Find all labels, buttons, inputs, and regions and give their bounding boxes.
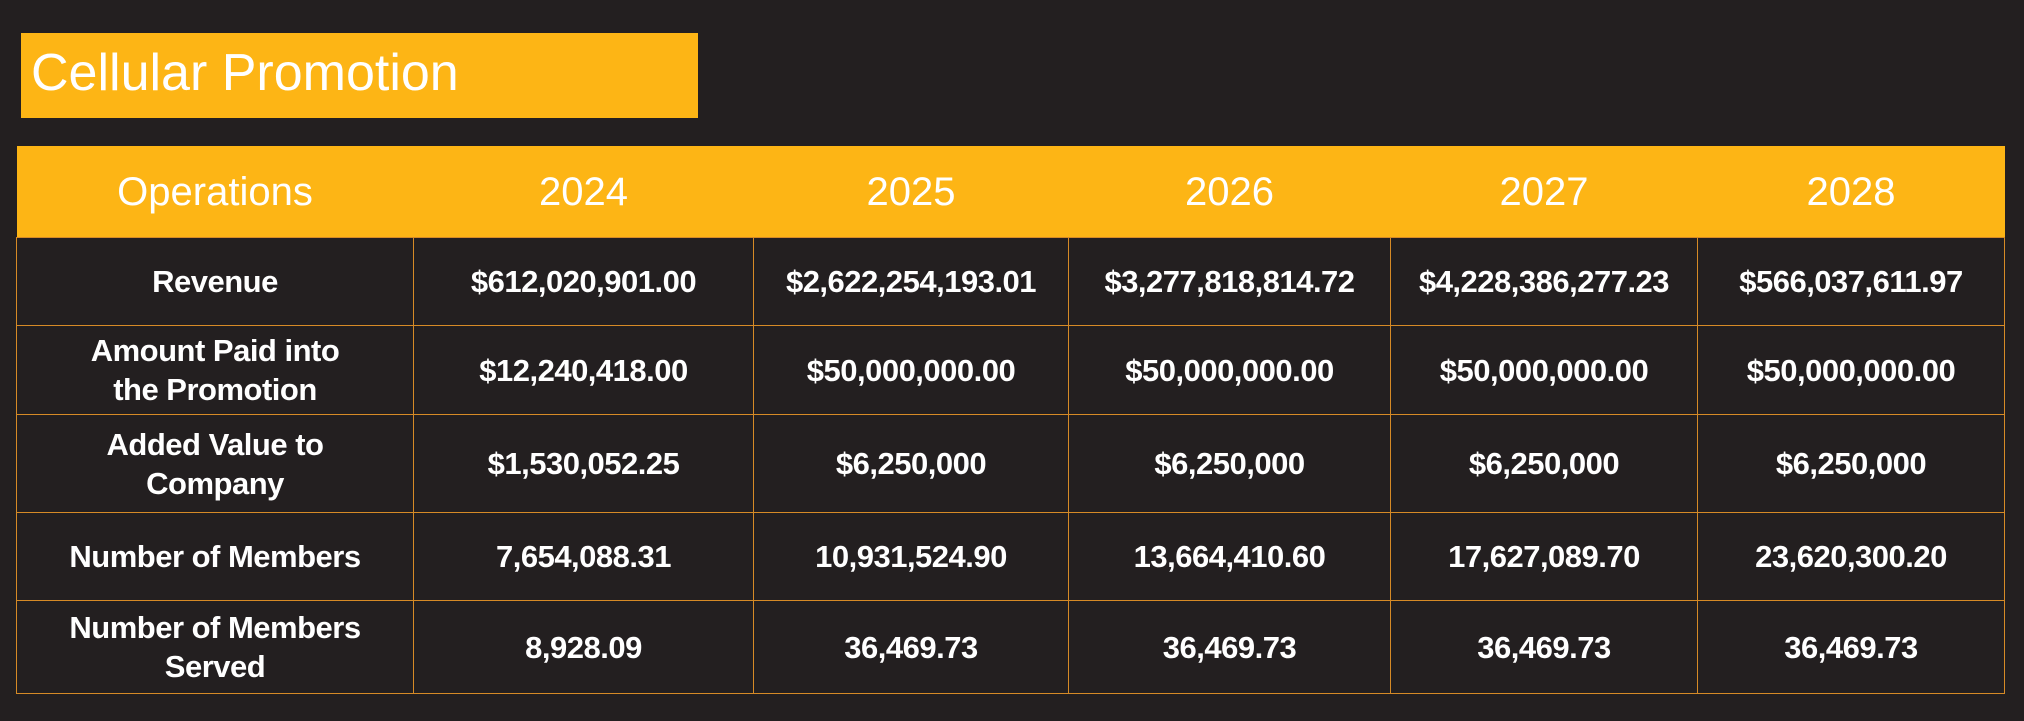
table-cell: $6,250,000 — [1068, 414, 1391, 513]
page-title: Cellular Promotion — [31, 44, 459, 102]
table-row-revenue: Revenue $612,020,901.00 $2,622,254,193.0… — [16, 237, 2005, 326]
table-row-amount-paid: Amount Paid into the Promotion $12,240,4… — [16, 325, 2005, 415]
title-banner: Cellular Promotion — [21, 33, 698, 118]
table-cell: $6,250,000 — [753, 414, 1069, 513]
table-cell: 13,664,410.60 — [1068, 512, 1391, 601]
table-cell: $50,000,000.00 — [1390, 325, 1698, 415]
table-row-members-served: Number of Members Served 8,928.09 36,469… — [16, 600, 2005, 694]
operations-table: Operations 2024 2025 2026 2027 2028 Reve… — [16, 146, 2005, 694]
row-label: Added Value to Company — [16, 414, 414, 513]
table-cell: 36,469.73 — [1068, 600, 1391, 694]
table-cell: $50,000,000.00 — [1068, 325, 1391, 415]
table-cell: $4,228,386,277.23 — [1390, 237, 1698, 326]
column-header-2027: 2027 — [1390, 146, 1698, 238]
row-label: Revenue — [16, 237, 414, 326]
table-cell: 36,469.73 — [1697, 600, 2005, 694]
table-cell: 7,654,088.31 — [413, 512, 754, 601]
table-cell: $6,250,000 — [1697, 414, 2005, 513]
table-cell: $612,020,901.00 — [413, 237, 754, 326]
table-cell: $2,622,254,193.01 — [753, 237, 1069, 326]
column-header-2025: 2025 — [753, 146, 1069, 238]
table-row-number-of-members: Number of Members 7,654,088.31 10,931,52… — [16, 512, 2005, 601]
table-cell: $6,250,000 — [1390, 414, 1698, 513]
table-cell: 23,620,300.20 — [1697, 512, 2005, 601]
table-cell: $50,000,000.00 — [753, 325, 1069, 415]
table-cell: $566,037,611.97 — [1697, 237, 2005, 326]
table-cell: 36,469.73 — [1390, 600, 1698, 694]
column-header-2024: 2024 — [413, 146, 754, 238]
column-header-2026: 2026 — [1068, 146, 1391, 238]
table-cell: 8,928.09 — [413, 600, 754, 694]
table-cell: $12,240,418.00 — [413, 325, 754, 415]
table-cell: $50,000,000.00 — [1697, 325, 2005, 415]
row-label: Number of Members Served — [16, 600, 414, 694]
table-cell: $3,277,818,814.72 — [1068, 237, 1391, 326]
column-header-2028: 2028 — [1697, 146, 2005, 238]
table-row-added-value: Added Value to Company $1,530,052.25 $6,… — [16, 414, 2005, 513]
row-label: Number of Members — [16, 512, 414, 601]
row-label: Amount Paid into the Promotion — [16, 325, 414, 415]
column-header-operations: Operations — [16, 146, 414, 238]
table-cell: 10,931,524.90 — [753, 512, 1069, 601]
table-cell: $1,530,052.25 — [413, 414, 754, 513]
table-cell: 36,469.73 — [753, 600, 1069, 694]
table-header-row: Operations 2024 2025 2026 2027 2028 — [16, 146, 2005, 238]
table-cell: 17,627,089.70 — [1390, 512, 1698, 601]
